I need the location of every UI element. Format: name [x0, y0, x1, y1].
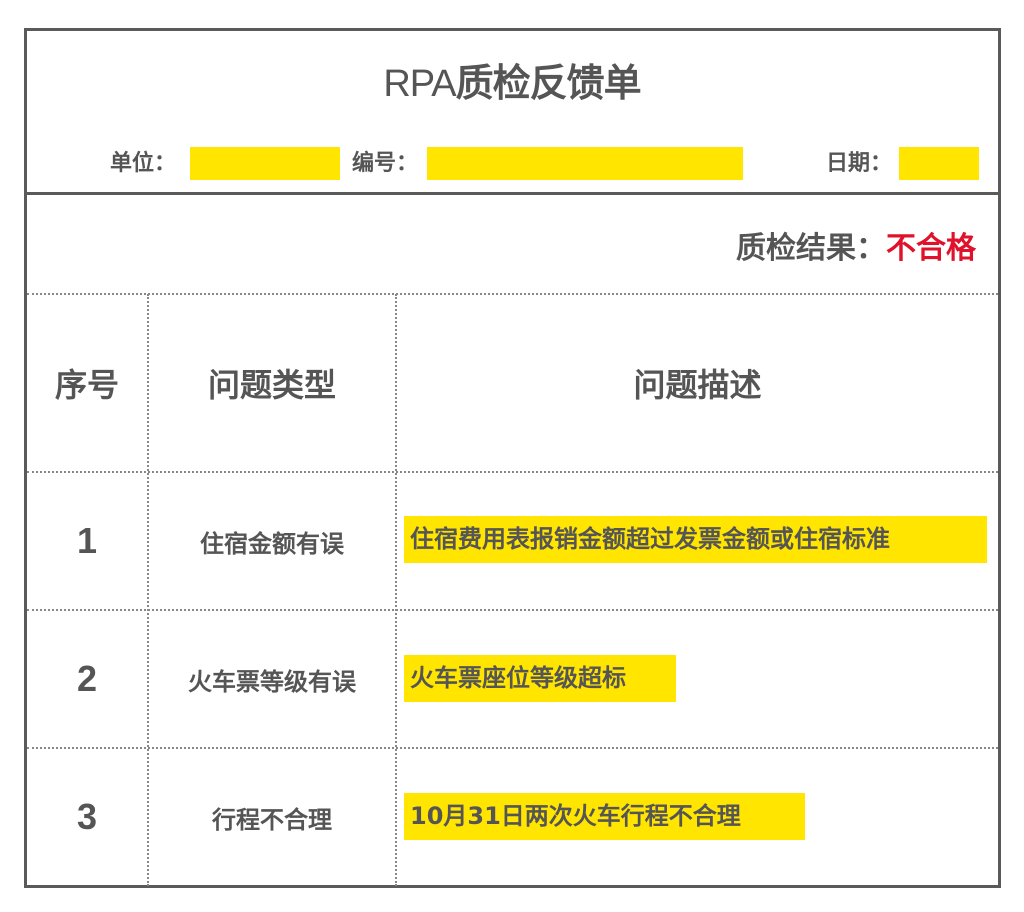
row-number: 2: [76, 658, 98, 699]
date-label: 日期：: [826, 151, 893, 176]
row-separator: [27, 293, 998, 295]
row-separator: [27, 609, 998, 611]
page-title: RPA质检反馈单: [0, 52, 1024, 107]
unit-redacted-field: [190, 147, 340, 180]
row-type: 行程不合理: [212, 805, 332, 834]
row-type: 住宿金额有误: [200, 529, 344, 558]
row-description: 10月31日两次火车行程不合理: [404, 793, 805, 840]
row-description: 火车票座位等级超标: [404, 655, 676, 702]
title-latin: RPA: [383, 63, 456, 105]
row-description: 住宿费用表报销金额超过发票金额或住宿标准: [404, 516, 987, 563]
number-redacted-field: [427, 147, 743, 180]
row-type: 火车票等级有误: [188, 667, 356, 696]
number-label: 编号：: [352, 151, 419, 176]
qc-result-value: 不合格: [886, 231, 976, 266]
qc-result: 质检结果：不合格: [736, 223, 976, 267]
row-separator: [27, 471, 998, 473]
qc-result-label: 质检结果：: [736, 231, 886, 266]
header-type: 问题类型: [207, 366, 336, 404]
header-divider: [24, 192, 1001, 195]
column-separator: [395, 294, 397, 886]
header-no: 序号: [54, 366, 119, 404]
header-desc: 问题描述: [633, 366, 762, 404]
title-cjk: 质检反馈单: [455, 61, 642, 105]
date-redacted-field: [899, 147, 979, 180]
row-number: 3: [76, 796, 98, 837]
form-frame: [24, 28, 1001, 888]
row-separator: [27, 747, 998, 749]
column-separator: [147, 294, 149, 886]
row-number: 1: [76, 520, 98, 561]
unit-label: 单位：: [110, 151, 177, 176]
